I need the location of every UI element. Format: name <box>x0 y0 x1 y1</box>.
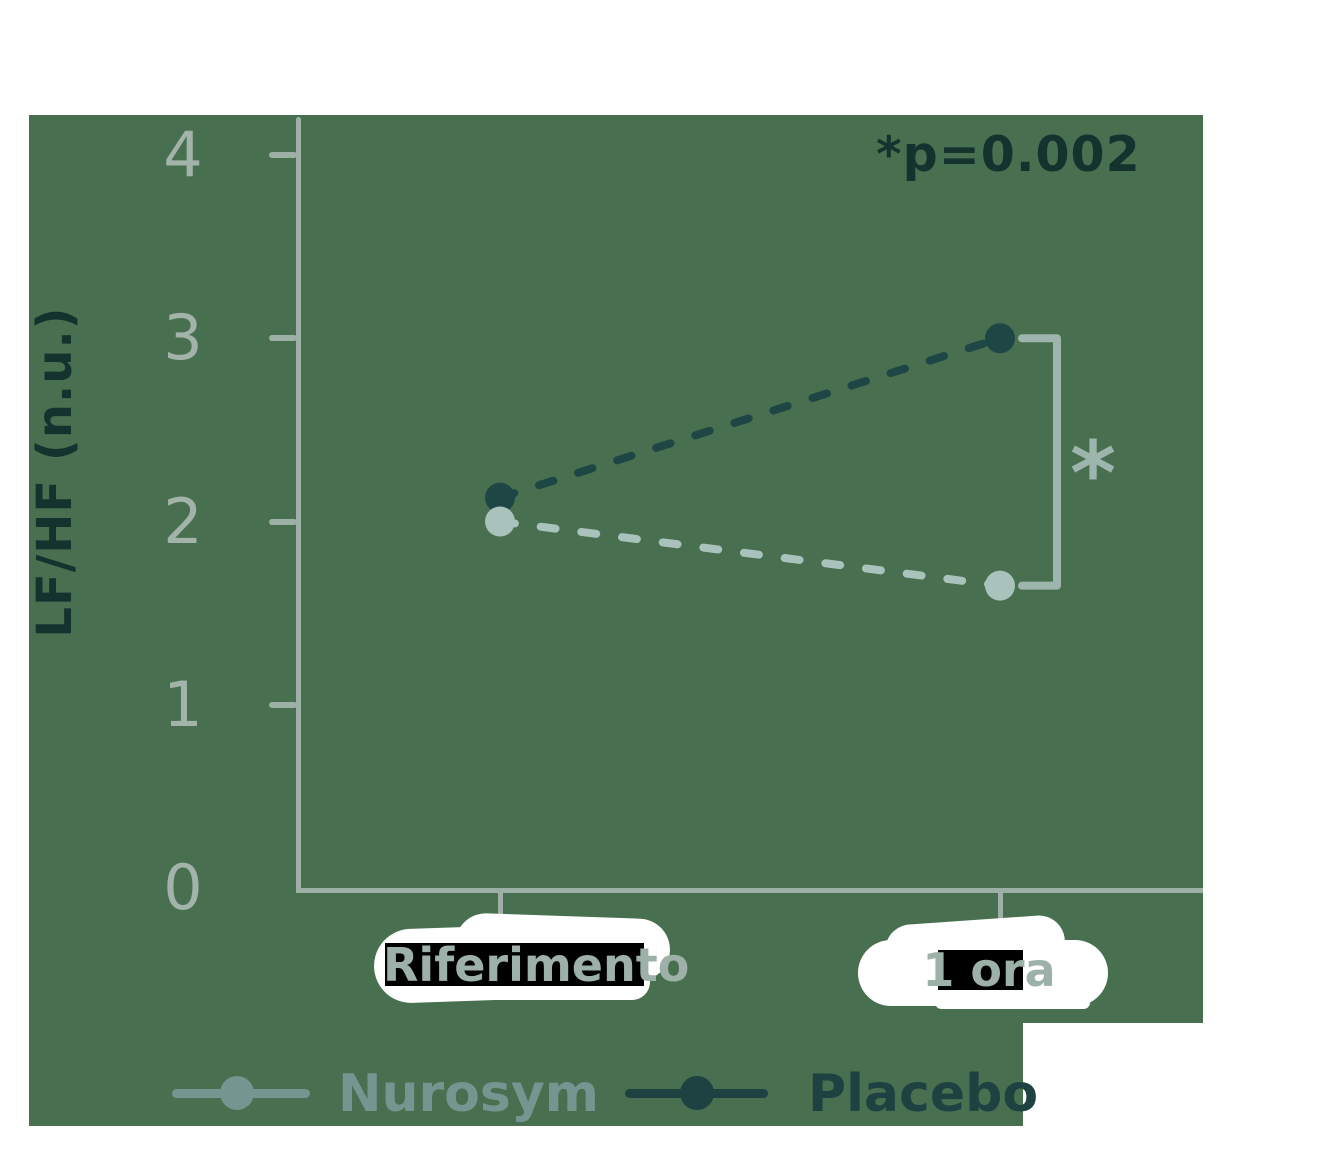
significance-asterisk: * <box>1069 422 1117 525</box>
y-axis-tick-label-1: 1 <box>163 667 203 741</box>
y-axis-tick-3 <box>269 335 297 342</box>
y-axis-tick-4 <box>269 152 297 158</box>
x-tick-label-riferimento: Riferimento <box>383 938 690 992</box>
nurosym-legend-marker <box>220 1076 254 1110</box>
placebo-legend-marker <box>680 1076 714 1110</box>
y-axis-tick-label-3: 3 <box>163 301 203 375</box>
p-value-annotation: *p=0.002 <box>876 126 1141 183</box>
one-hour-highlight-blob <box>935 996 1090 1009</box>
x-axis-line <box>296 888 1203 893</box>
y-axis-tick-1 <box>269 701 297 708</box>
legend-panel-background <box>29 1023 1023 1126</box>
x-tick-label-1ora: 1 ora <box>922 943 1056 997</box>
y-axis-tick-label-2: 2 <box>163 484 203 558</box>
one-hour-highlight-bar <box>938 950 1023 990</box>
y-axis-tick-2 <box>269 518 297 525</box>
y-axis-tick-label-0: 0 <box>163 851 203 924</box>
y-axis-line <box>296 117 301 892</box>
riferimento-highlight-bar <box>385 943 644 986</box>
y-axis-tick-label-4: 4 <box>163 118 203 191</box>
y-axis-title: LF/HF (n.u.) <box>27 306 83 638</box>
x-axis-tick-1 <box>997 890 1003 930</box>
x-axis-tick-0 <box>497 890 503 930</box>
placebo-legend-label: Placebo <box>808 1064 1039 1124</box>
nurosym-legend-label: Nurosym <box>338 1064 599 1124</box>
